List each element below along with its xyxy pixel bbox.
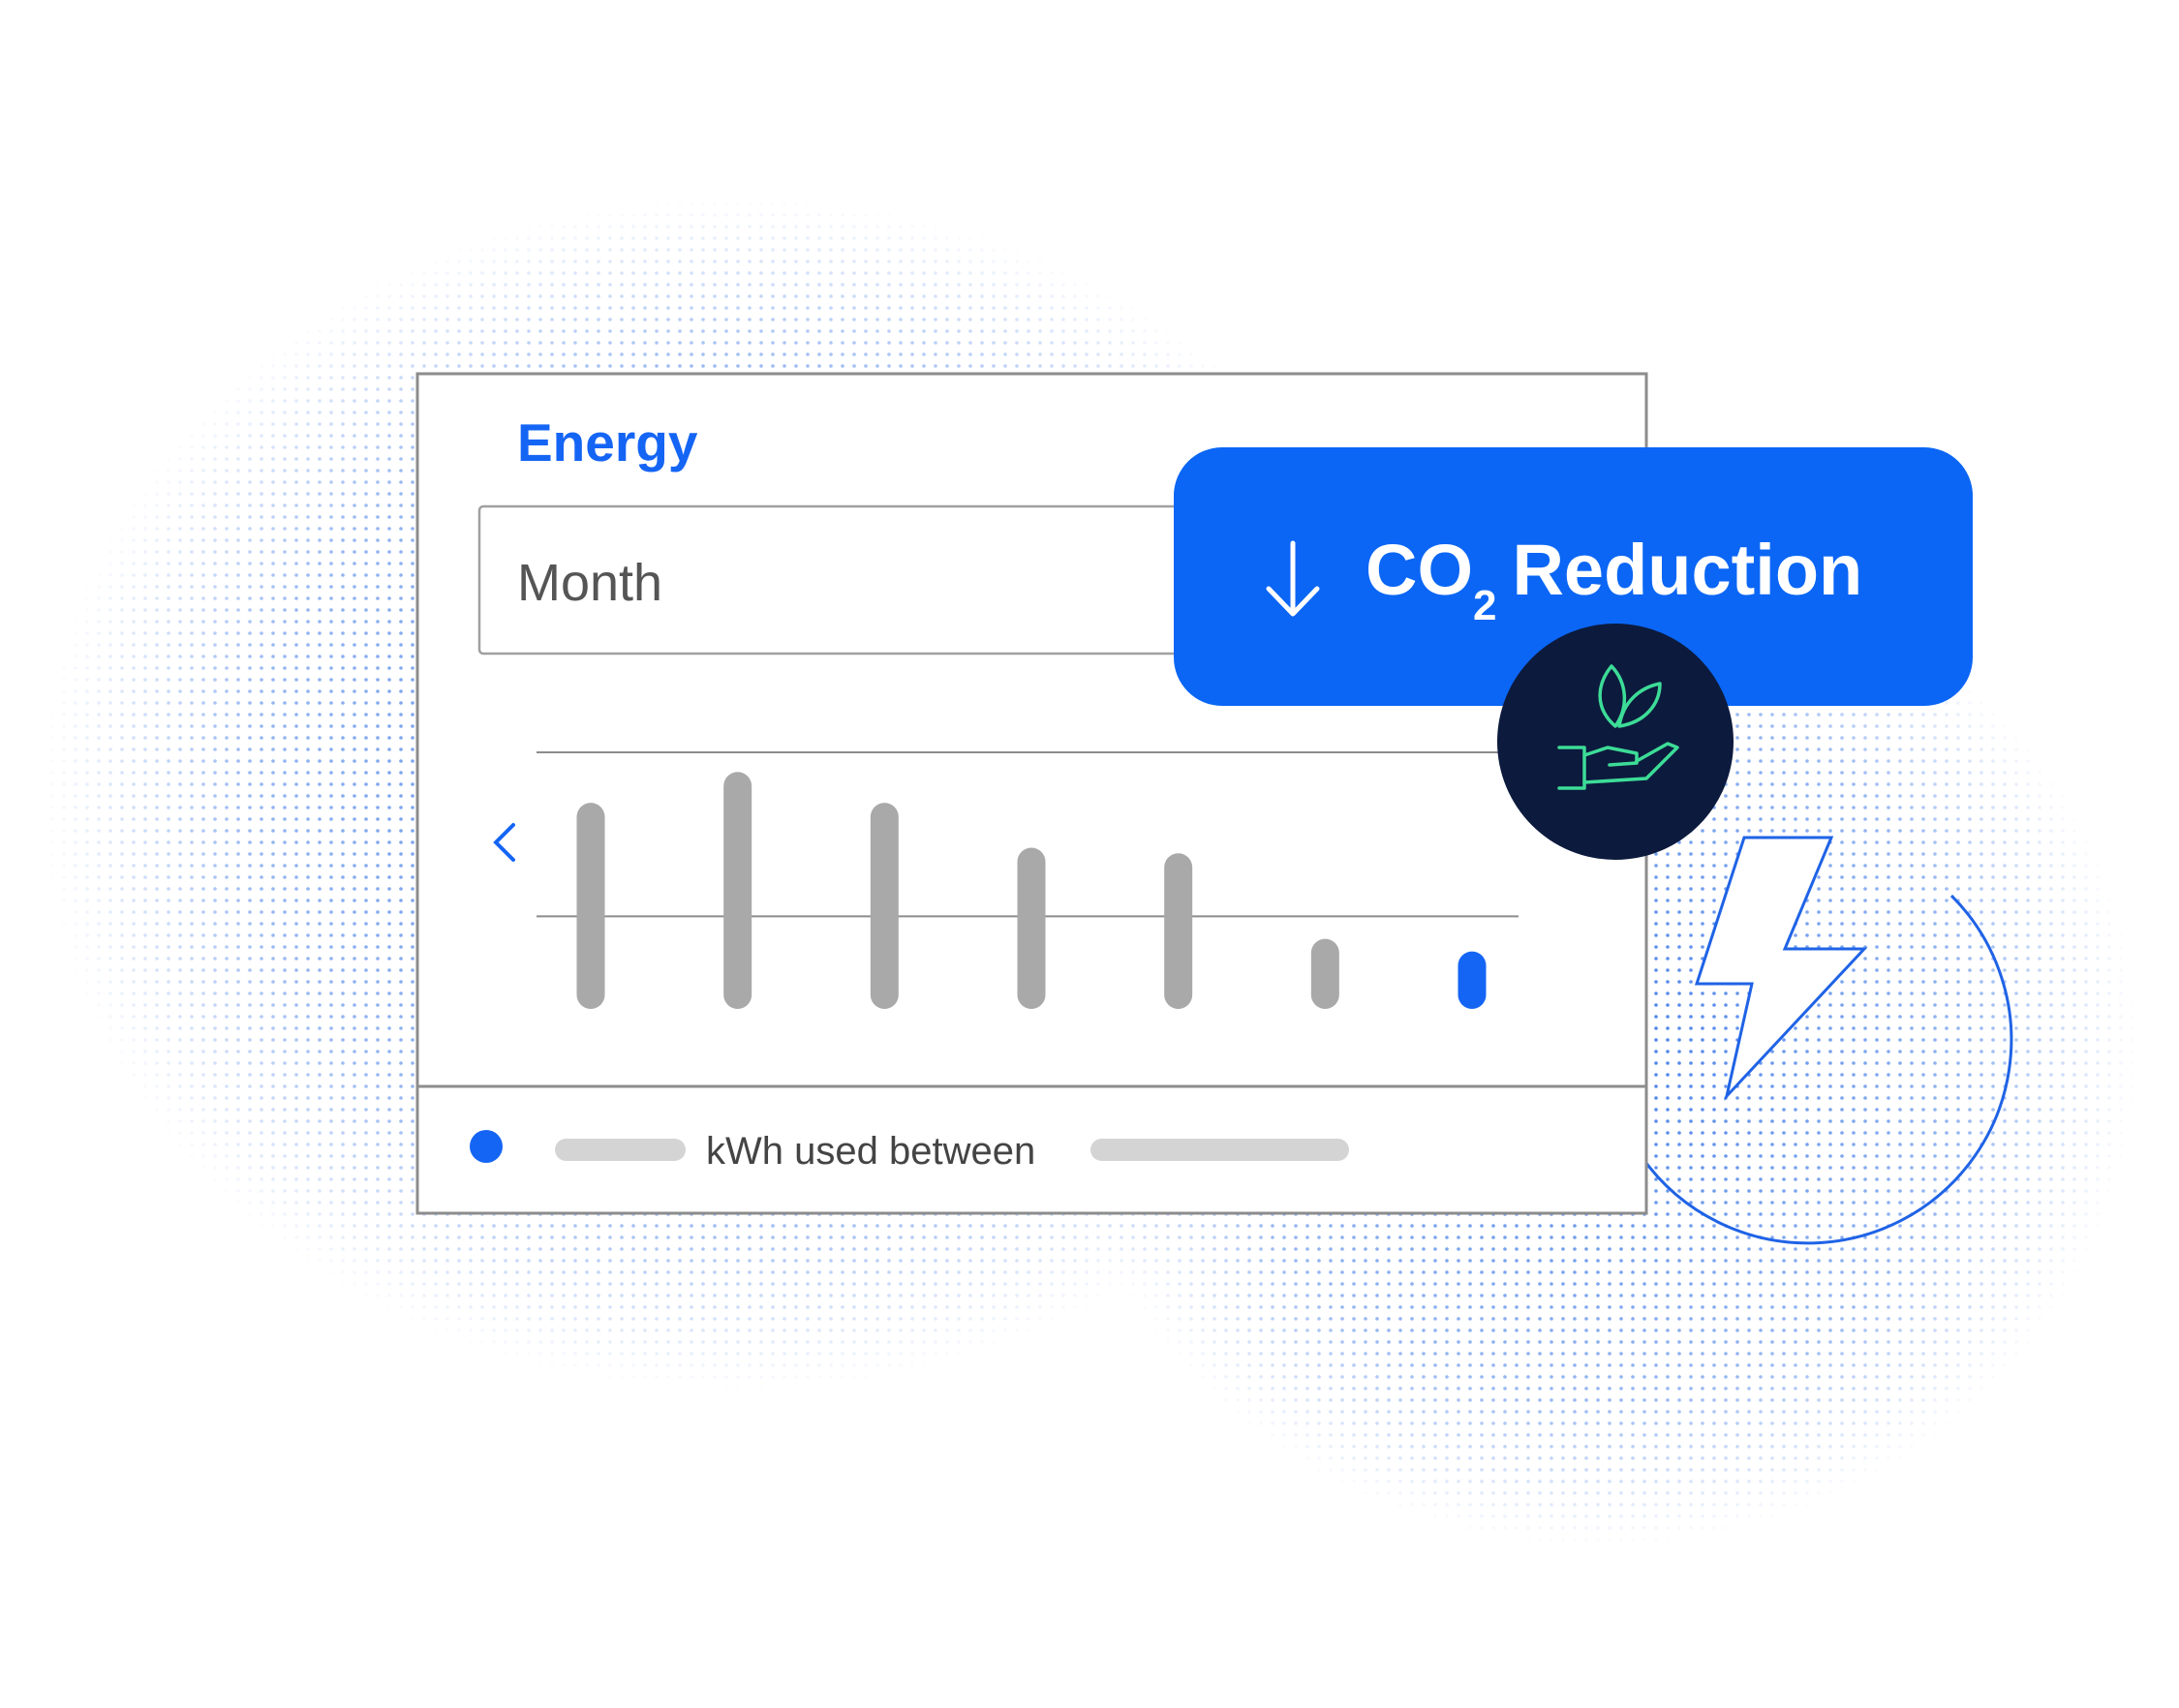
bar [1164,853,1193,1009]
bar [1458,951,1487,1009]
co2-badge [1174,447,1973,706]
badge-rest: Reduction [1512,530,1862,610]
badge-sub: 2 [1473,582,1496,629]
prev-button[interactable] [493,823,515,862]
bar [1310,938,1339,1009]
bar [576,803,605,1009]
outline-circle [1606,894,2013,1245]
bar [870,803,899,1009]
select-label: Month [517,554,662,612]
badge-main: CO [1366,530,1473,610]
footer-text: kWh used between [706,1130,1035,1173]
placeholder-pill [555,1139,686,1161]
legend-dot [470,1130,503,1163]
bar [1017,847,1046,1009]
card-title: Energy [517,412,698,473]
bar-chart [537,751,1519,1009]
down-arrow [1266,540,1320,617]
eco-icon [1557,664,1679,790]
bolt-icon [1694,836,1868,1102]
eco-circle [1497,624,1734,860]
bar [723,772,752,1009]
placeholder-pill [1090,1139,1349,1161]
badge-text: CO2 Reduction [1366,530,1862,629]
